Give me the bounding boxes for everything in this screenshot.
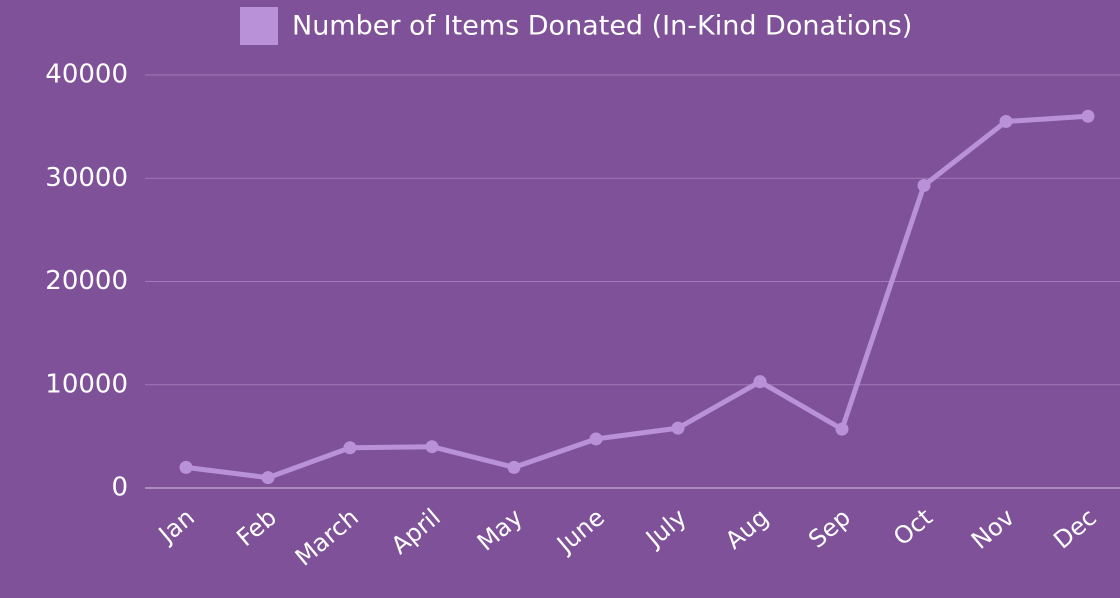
y-tick-label: 30000 xyxy=(45,163,128,193)
x-tick-label: Nov xyxy=(966,503,1020,555)
x-tick-label: April xyxy=(386,503,446,560)
y-tick-label: 10000 xyxy=(45,369,128,399)
data-point xyxy=(589,432,603,446)
data-point xyxy=(1081,109,1095,123)
data-point xyxy=(999,114,1013,128)
legend-label: Number of Items Donated (In-Kind Donatio… xyxy=(292,11,912,42)
x-tick-label: July xyxy=(639,503,692,553)
x-tick-label: Aug xyxy=(720,503,774,555)
legend-swatch xyxy=(240,7,278,45)
data-point xyxy=(425,440,439,454)
x-tick-label: Oct xyxy=(888,503,938,551)
data-point xyxy=(261,471,275,485)
x-tick-label: Sep xyxy=(803,503,856,554)
data-point xyxy=(917,178,931,192)
x-tick-label: May xyxy=(472,503,528,556)
y-tick-label: 20000 xyxy=(45,266,128,296)
data-point xyxy=(179,460,193,474)
x-tick-label: Feb xyxy=(231,503,282,552)
data-point xyxy=(507,460,521,474)
data-point xyxy=(343,441,357,455)
x-tick-label: Jan xyxy=(152,503,200,550)
data-point xyxy=(671,421,685,435)
data-point xyxy=(835,422,849,436)
y-tick-label: 40000 xyxy=(45,60,128,90)
x-tick-label: March xyxy=(290,503,364,571)
x-tick-label: June xyxy=(550,503,610,559)
data-line xyxy=(185,113,1089,481)
x-tick-label: Dec xyxy=(1048,503,1102,554)
data-point xyxy=(753,375,767,389)
y-tick-label: 0 xyxy=(111,473,128,503)
